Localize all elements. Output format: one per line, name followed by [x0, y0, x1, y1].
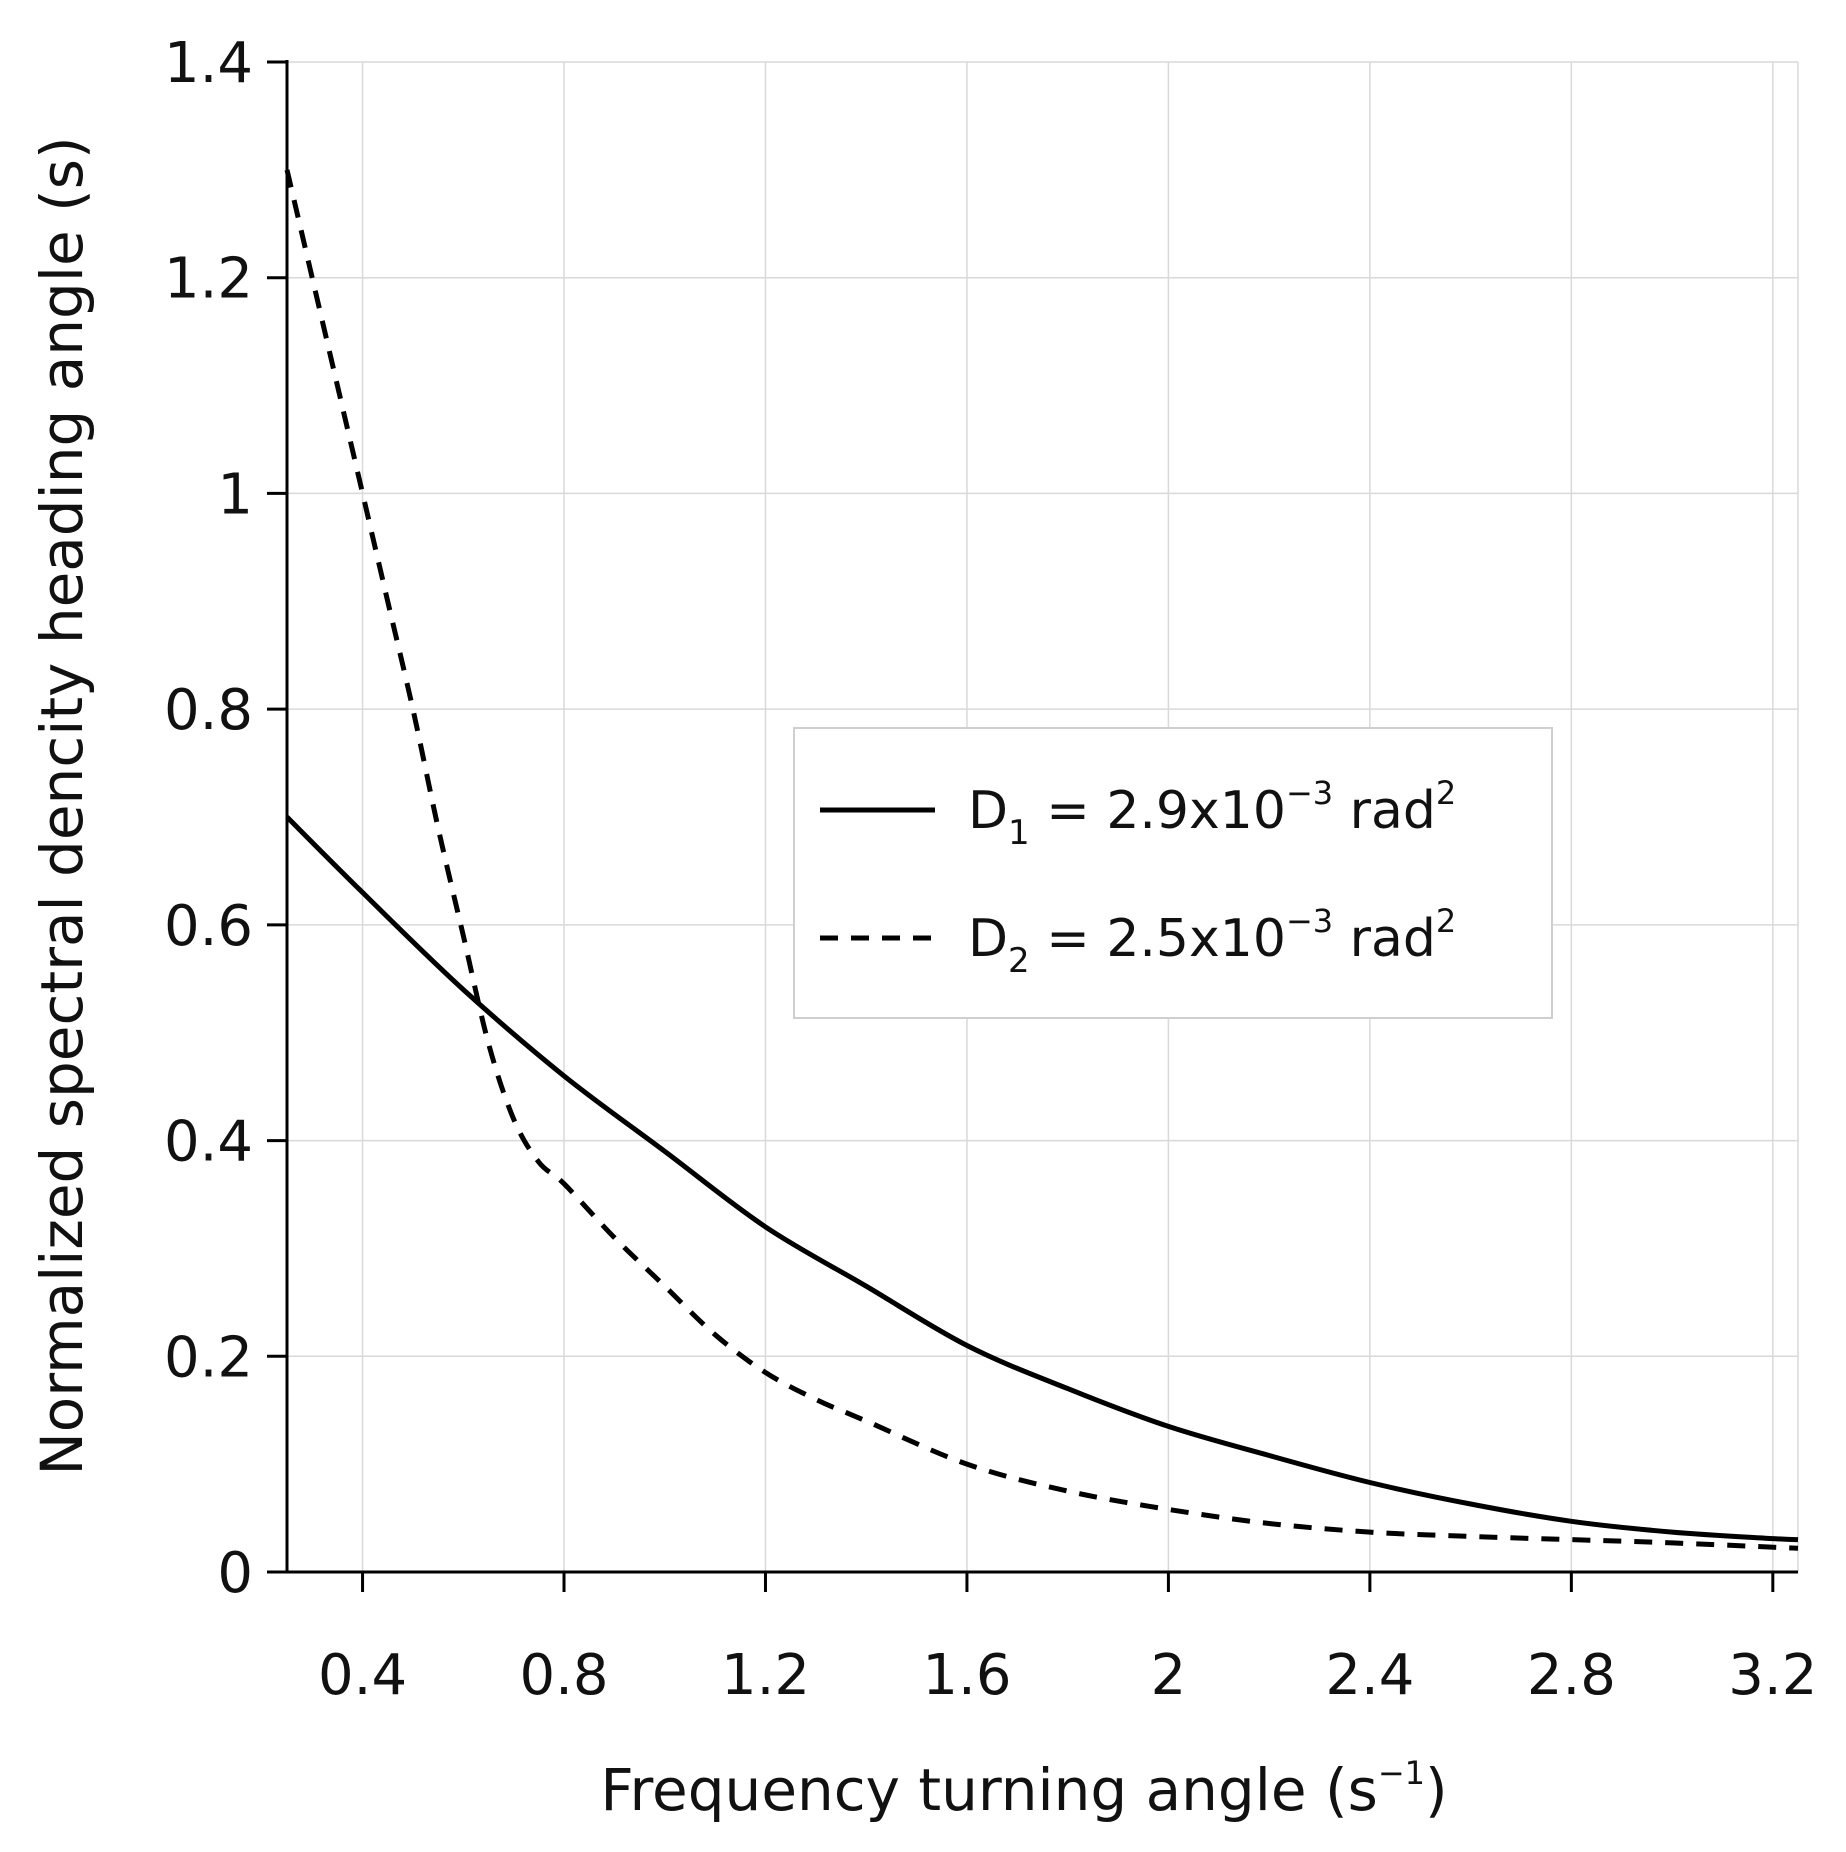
x-axis-title-main: Frequency turning angle (s	[600, 1756, 1377, 1824]
x-tick-label: 0.8	[519, 1643, 608, 1708]
y-tick-label: 0.2	[164, 1325, 253, 1390]
x-axis-title-close: )	[1425, 1756, 1448, 1824]
x-tick-label: 2.4	[1325, 1643, 1414, 1708]
legend-box	[793, 727, 1553, 1019]
axes	[285, 60, 1798, 1574]
y-tick-label: 0	[217, 1541, 253, 1606]
x-axis-title-sup: −1	[1378, 1754, 1425, 1792]
y-axis-title: Normalized spectral dencity heading angl…	[28, 136, 96, 1475]
legend: D1 = 2.9x10−3 rad2 D2 = 2.5x10−3 rad2	[793, 727, 1553, 1019]
x-axis-title: Frequency turning angle (s−1)	[600, 1754, 1447, 1824]
y-tick-label: 0.4	[164, 1110, 253, 1175]
y-tick-label: 0.8	[164, 678, 253, 743]
y-tick-label: 0.6	[164, 894, 253, 959]
legend-label-d1: D1 = 2.9x10−3 rad2	[968, 774, 1456, 853]
series-line-d1	[285, 815, 1799, 1543]
series	[284, 169, 1799, 1551]
y-tick-label: 1.4	[164, 31, 253, 96]
x-tick-label: 3.2	[1728, 1643, 1817, 1708]
ticks: 0 0.2 0.4 0.6 0.8 1 1.2 1.4 0.4 0.8 1.2 1.6 2 2.4 2.8 3…	[164, 31, 1817, 1708]
x-tick-label: 2.8	[1527, 1643, 1616, 1708]
x-tick-label: 0.4	[318, 1643, 407, 1708]
x-tick-label: 2	[1151, 1643, 1187, 1708]
series-line-d2	[284, 169, 1799, 1551]
y-tick-label: 1	[217, 462, 253, 527]
x-tick-label: 1.2	[721, 1643, 810, 1708]
y-tick-label: 1.2	[164, 247, 253, 312]
legend-label-d2: D2 = 2.5x10−3 rad2	[968, 902, 1456, 981]
x-tick-label: 1.6	[922, 1643, 1011, 1708]
